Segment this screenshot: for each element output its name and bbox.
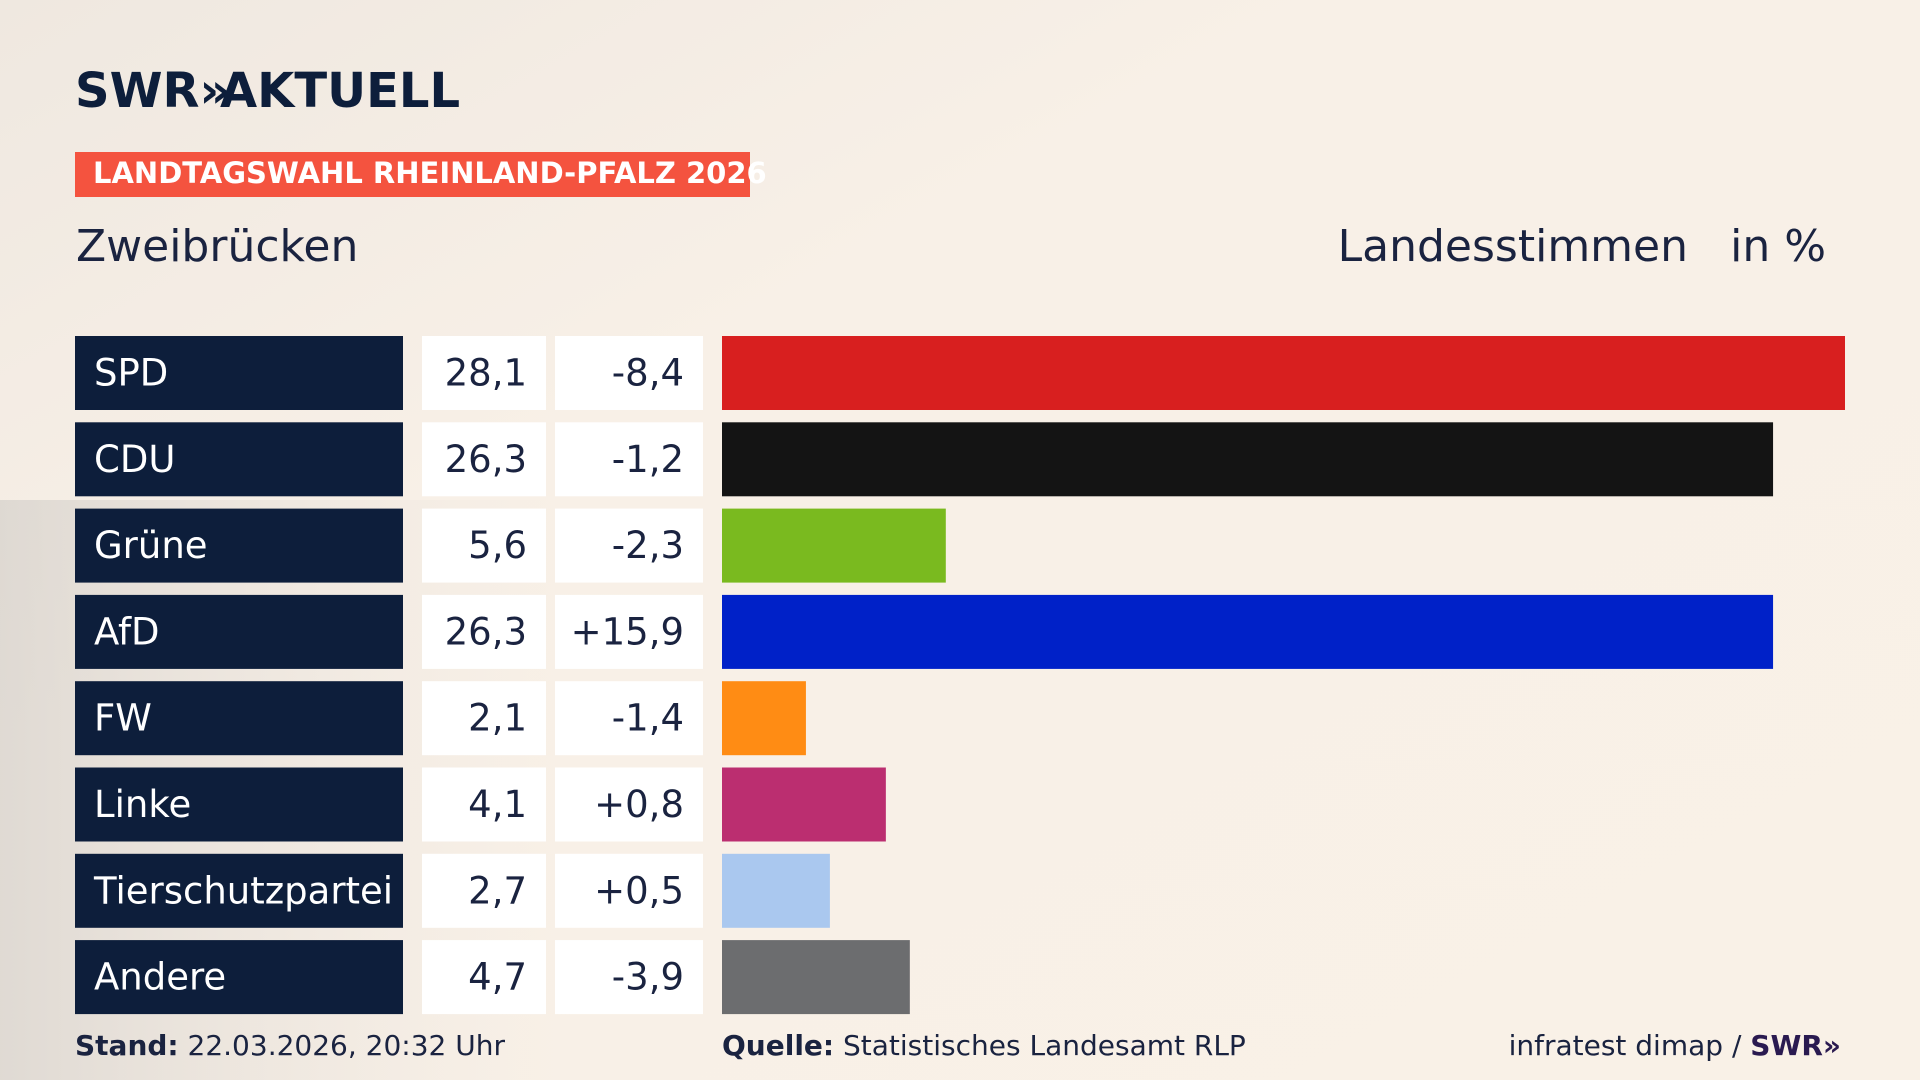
party-label: CDU [94, 438, 175, 481]
logo: SWR» [75, 63, 230, 119]
value-label: 2,7 [468, 869, 527, 912]
party-cell [75, 594, 403, 669]
value-label: 2,1 [468, 697, 527, 740]
bar [722, 508, 946, 583]
party-cell [75, 508, 403, 583]
credit: infratest dimap / [1509, 1029, 1742, 1062]
change-cell [555, 422, 703, 497]
change-cell [555, 853, 703, 928]
value-cell [422, 940, 546, 1015]
party-label: AfD [94, 610, 160, 653]
change-label: +0,8 [594, 783, 684, 826]
bar [722, 767, 886, 842]
party-cell [75, 422, 403, 497]
footer-stand: Stand: 22.03.2026, 20:32 Uhr [75, 1029, 505, 1062]
bar [722, 681, 806, 756]
value-label: 26,3 [445, 438, 527, 481]
stand: 22.03.2026, 20:32 Uhr [188, 1029, 506, 1062]
value-cell [422, 853, 546, 928]
change-cell [555, 940, 703, 1015]
logo-name: AKTUELL [220, 63, 460, 119]
value-cell [422, 422, 546, 497]
source-label: Quelle: [722, 1029, 834, 1062]
value-cell [422, 336, 546, 410]
party-label: SPD [94, 352, 168, 395]
title-banner [75, 152, 750, 197]
party-cell [75, 767, 403, 842]
party-cell [75, 940, 403, 1015]
change-label: -8,4 [612, 352, 684, 395]
value-cell [422, 594, 546, 669]
party-cell [75, 853, 403, 928]
footer-credit: infratest dimap / SWR» [1509, 1029, 1841, 1062]
value-cell [422, 508, 546, 583]
value-cell [422, 767, 546, 842]
change-cell [555, 336, 703, 410]
bar [722, 336, 1845, 410]
change-cell [555, 681, 703, 756]
change-label: -1,4 [612, 697, 684, 740]
change-label: +15,9 [571, 610, 684, 653]
value-cell [422, 681, 546, 756]
party-label: Linke [94, 783, 191, 826]
value-label: 26,3 [445, 610, 527, 653]
party-label: Andere [94, 956, 226, 999]
value-label: 5,6 [468, 524, 527, 567]
bar [722, 422, 1774, 497]
change-cell [555, 594, 703, 669]
bar [722, 940, 910, 1015]
value-label: 4,7 [468, 956, 527, 999]
change-label: -2,3 [612, 524, 684, 567]
change-cell [555, 508, 703, 583]
bar [722, 853, 830, 928]
unit-label: in % [1730, 221, 1826, 272]
change-label: +0,5 [594, 869, 684, 912]
value-label: 4,1 [468, 783, 527, 826]
value-label: Landesstimmen [1338, 221, 1688, 272]
credit-logo: SWR» [1750, 1029, 1841, 1062]
source: Statistisches Landesamt RLP [843, 1029, 1246, 1062]
party-label: Grüne [94, 524, 208, 567]
change-label: -1,2 [612, 438, 684, 481]
party-label: FW [94, 697, 152, 740]
chart-title: LANDTAGSWAHL RHEINLAND-PFALZ 2026 [93, 156, 767, 190]
party-cell [75, 681, 403, 756]
change-label: -3,9 [612, 956, 684, 999]
party-label: Tierschutzpartei [93, 869, 393, 912]
party-cell [75, 336, 403, 410]
stand-label: Stand: [75, 1029, 179, 1062]
change-cell [555, 767, 703, 842]
bar [722, 594, 1774, 669]
value-label: 28,1 [445, 352, 527, 395]
footer-source: Quelle: Statistisches Landesamt RLP [722, 1029, 1246, 1062]
subtitle: Zweibrücken [76, 221, 358, 272]
